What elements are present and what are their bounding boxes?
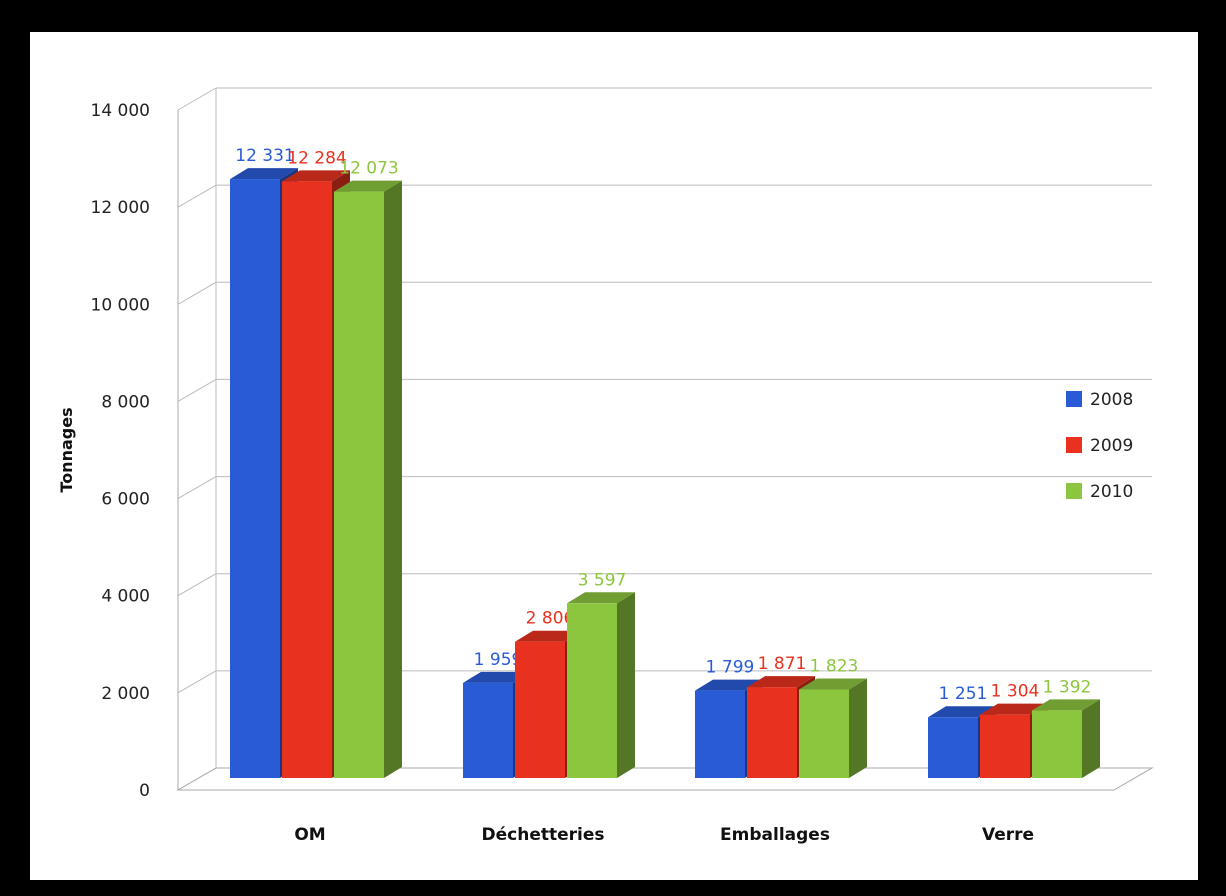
y-tick-label: 6 000 <box>101 490 150 510</box>
bar <box>747 687 797 778</box>
x-category-label: Emballages <box>720 825 830 845</box>
bar <box>695 690 745 778</box>
bar-side <box>849 678 867 778</box>
data-label: 3 597 <box>578 570 627 590</box>
bar-top <box>799 678 867 690</box>
y-tick-label: 2 000 <box>101 684 150 704</box>
y-axis-title: Tonnages <box>57 407 76 492</box>
gridline-side <box>177 378 217 402</box>
bar <box>567 603 617 778</box>
bar-side <box>384 180 402 778</box>
bar-side <box>1082 699 1100 778</box>
legend-swatch <box>1066 391 1082 407</box>
legend-label: 2008 <box>1090 390 1133 410</box>
bar <box>928 717 978 778</box>
x-category-label: Verre <box>982 825 1034 845</box>
legend-label: 2010 <box>1090 482 1133 502</box>
y-tick-label: 10 000 <box>91 295 150 315</box>
bar <box>515 641 565 778</box>
bar-top <box>230 168 298 180</box>
gridline-side <box>177 670 217 694</box>
data-label: 2 806 <box>526 609 575 629</box>
data-label: 1 304 <box>991 682 1040 702</box>
bar <box>463 682 513 778</box>
data-label: 1 392 <box>1043 677 1092 697</box>
bar-top <box>463 671 531 683</box>
data-label: 1 799 <box>706 658 755 678</box>
bar-top <box>695 679 763 691</box>
data-label: 12 331 <box>235 146 294 166</box>
gridline-side <box>177 573 217 597</box>
data-label: 1 251 <box>939 684 988 704</box>
x-category-label: Déchetteries <box>482 825 605 845</box>
bar-top <box>515 630 583 642</box>
bar-top <box>282 170 350 182</box>
bar <box>1032 710 1082 778</box>
bar-top <box>747 676 815 688</box>
bar <box>980 714 1030 778</box>
gridline-side <box>177 281 217 305</box>
y-tick-label: 14 000 <box>91 101 150 121</box>
x-category-label: OM <box>294 825 325 845</box>
floor <box>176 767 1154 791</box>
bar <box>282 181 332 778</box>
data-label: 1 823 <box>810 656 859 676</box>
gridline-side <box>177 184 217 208</box>
y-tick-label: 0 <box>139 781 150 801</box>
data-label: 12 073 <box>339 159 398 179</box>
legend-swatch <box>1066 437 1082 453</box>
legend-label: 2009 <box>1090 436 1133 456</box>
bar-top <box>567 592 635 604</box>
bar <box>334 191 384 778</box>
legend-swatch <box>1066 483 1082 499</box>
y-tick-label: 8 000 <box>101 392 150 412</box>
bar-top <box>1032 699 1100 711</box>
y-tick-label: 4 000 <box>101 587 150 607</box>
bar-top <box>980 703 1048 715</box>
gridline-side <box>177 476 217 500</box>
bar-top <box>928 706 996 718</box>
bar-top <box>334 180 402 192</box>
data-label: 1 959 <box>474 650 523 670</box>
gridline-side <box>177 87 217 111</box>
data-label: 12 284 <box>287 148 346 168</box>
bar <box>230 179 280 778</box>
bar <box>799 689 849 778</box>
data-label: 1 871 <box>758 654 807 674</box>
bar-side <box>617 592 635 778</box>
y-tick-label: 12 000 <box>91 198 150 218</box>
